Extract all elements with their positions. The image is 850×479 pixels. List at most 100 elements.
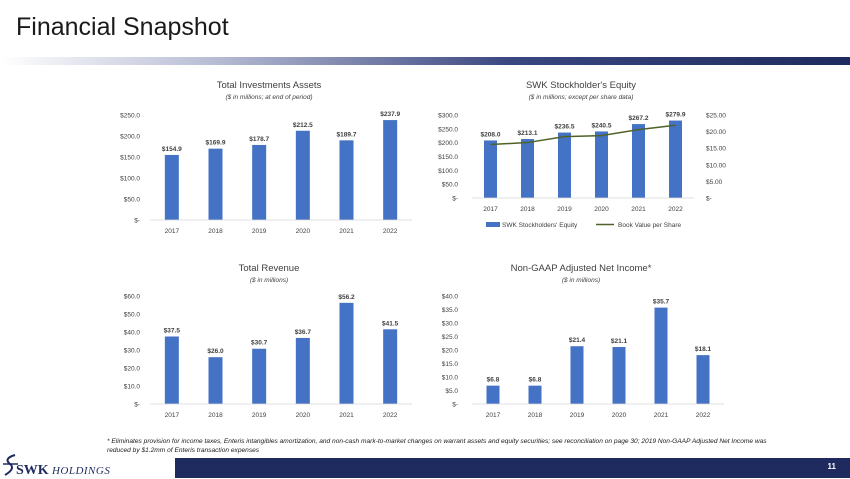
chart-subtitle: ($ in millions; at end of period) [225, 94, 312, 101]
bar [612, 347, 626, 404]
data-label: $21.4 [569, 337, 586, 344]
chart-title: Total Revenue [239, 263, 300, 274]
book-value-line [490, 124, 676, 146]
y-tick-label: $40.0 [442, 294, 459, 301]
logo-mark-icon [3, 454, 18, 476]
data-label: $178.7 [249, 136, 269, 143]
x-tick-label: 2020 [612, 412, 627, 419]
x-tick-label: 2019 [557, 206, 572, 213]
bar [339, 302, 354, 404]
bar [528, 385, 542, 404]
bar [295, 337, 310, 404]
y-tick-label: $50.0 [124, 312, 141, 319]
chart-title: Total Investments Assets [217, 80, 322, 91]
x-tick-label: 2020 [594, 206, 609, 213]
data-label: $208.0 [481, 131, 501, 138]
y-tick-label: $100.0 [120, 176, 140, 183]
bar [164, 336, 179, 404]
data-label: $36.7 [295, 329, 312, 336]
data-label: $6.8 [529, 377, 542, 384]
chart-title: Non-GAAP Adjusted Net Income* [511, 263, 652, 274]
bar [383, 329, 398, 404]
footer-bar: 11 [175, 458, 850, 478]
y-tick-label: $- [452, 402, 458, 409]
data-label: $30.7 [251, 340, 268, 347]
chart-total-revenue: Total Revenue ($ in millions) $- $10.0 $20… [124, 263, 412, 419]
x-tick-label: 2017 [165, 228, 180, 235]
y-tick-label: $40.0 [124, 330, 141, 337]
x-tick-label: 2021 [631, 206, 646, 213]
x-tick-label: 2019 [252, 412, 267, 419]
x-tick-label: 2018 [520, 206, 535, 213]
data-label: $169.9 [206, 140, 226, 147]
x-tick-label: 2022 [696, 412, 711, 419]
chart-non-gaap-net-income: Non-GAAP Adjusted Net Income* ($ in mill… [442, 263, 724, 419]
y-tick-label: $100.0 [438, 168, 458, 175]
x-tick-label: 2021 [654, 412, 669, 419]
legend-swatch-bar [486, 222, 500, 227]
y-tick-label: $20.0 [442, 348, 459, 355]
y-tick-label: $300.0 [438, 113, 458, 120]
bar [696, 355, 710, 404]
y-tick-label: $5.0 [445, 388, 458, 395]
bar [252, 144, 267, 220]
y-tick-label: $35.0 [442, 307, 459, 314]
y2-tick-label: $15.00 [706, 146, 726, 153]
data-label: $240.5 [592, 122, 612, 129]
footnote: * Eliminates provision for income taxes,… [107, 438, 767, 454]
chart-subtitle: ($ in millions) [562, 277, 600, 284]
y2-tick-label: $- [706, 196, 712, 203]
bar [486, 385, 500, 404]
bar [521, 139, 534, 198]
chart-stockholders-equity: SWK Stockholder's Equity ($ in millions;… [438, 80, 726, 229]
x-tick-label: 2019 [252, 228, 267, 235]
chart-subtitle: ($ in millions; except per share data) [529, 94, 634, 101]
x-tick-label: 2020 [296, 412, 311, 419]
x-tick-label: 2022 [668, 206, 683, 213]
data-label: $21.1 [611, 338, 628, 345]
y-tick-label: $10.0 [442, 375, 459, 382]
page-number: 11 [827, 462, 836, 471]
bar [654, 307, 668, 404]
bar [669, 120, 682, 198]
data-label: $56.2 [338, 294, 355, 301]
bar [383, 120, 398, 220]
x-tick-label: 2022 [383, 228, 398, 235]
y-tick-label: $- [134, 402, 140, 409]
data-label: $279.9 [666, 112, 686, 119]
y2-tick-label: $10.00 [706, 162, 726, 169]
legend-label: SWK Stockholders' Equity [502, 222, 578, 229]
y2-tick-label: $25.00 [706, 113, 726, 120]
x-tick-label: 2019 [570, 412, 585, 419]
bar [558, 132, 571, 198]
chart-title: SWK Stockholder's Equity [526, 80, 636, 91]
x-tick-label: 2017 [483, 206, 498, 213]
chart-subtitle: ($ in millions) [250, 277, 288, 284]
y-tick-label: $150.0 [438, 154, 458, 161]
bar [339, 140, 354, 220]
legend-label: Book Value per Share [618, 222, 681, 229]
y-tick-label: $150.0 [120, 155, 140, 162]
y-tick-label: $- [134, 218, 140, 225]
page-title: Financial Snapshot [16, 13, 229, 41]
bar [208, 148, 223, 220]
bar [164, 154, 179, 220]
data-label: $189.7 [337, 131, 357, 138]
bar [295, 130, 310, 220]
y-tick-label: $60.0 [124, 294, 141, 301]
bar [208, 357, 223, 404]
bar [570, 346, 584, 404]
y-tick-label: $250.0 [438, 126, 458, 133]
y2-tick-label: $20.00 [706, 129, 726, 136]
y-tick-label: $50.0 [442, 182, 459, 189]
y-tick-label: $250.0 [120, 113, 140, 120]
logo-main-text: SWK [16, 463, 49, 478]
data-label: $37.5 [164, 328, 181, 335]
bar [632, 124, 645, 198]
y-tick-label: $- [452, 196, 458, 203]
x-tick-label: 2017 [165, 412, 180, 419]
data-label: $35.7 [653, 299, 670, 306]
chart-total-investments: Total Investments Assets ($ in millions;… [120, 80, 412, 235]
data-label: $26.0 [207, 348, 224, 355]
data-label: $236.5 [555, 124, 575, 131]
